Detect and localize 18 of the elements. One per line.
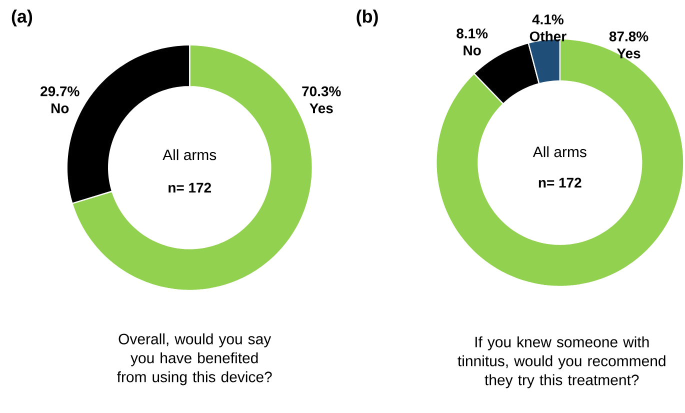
slice-label: Other xyxy=(530,30,566,42)
data-label: 8.1% xyxy=(456,28,488,38)
text: n= 172 xyxy=(168,182,212,192)
chart-title: (a) xyxy=(12,9,32,26)
text: All arms xyxy=(162,149,216,160)
text: If you knew someone with tinnitus, would you recommend they try this treatment? xyxy=(458,336,666,388)
text: Overall, would you say you have benefited from using this device? xyxy=(117,333,272,386)
data-label: 4.1% xyxy=(532,14,564,24)
slice-label: No xyxy=(464,46,481,56)
slice-label: No xyxy=(52,103,69,114)
data-label: 29.7% xyxy=(40,86,80,96)
data-label: 70.3% xyxy=(302,86,341,96)
data-label: 87.8% xyxy=(609,31,648,42)
text: n= 172 xyxy=(538,178,582,188)
text: All arms xyxy=(532,146,586,158)
chart-title: (b) xyxy=(356,9,378,26)
slice-label: Yes xyxy=(310,103,333,114)
slice-label: Yes xyxy=(616,48,640,58)
